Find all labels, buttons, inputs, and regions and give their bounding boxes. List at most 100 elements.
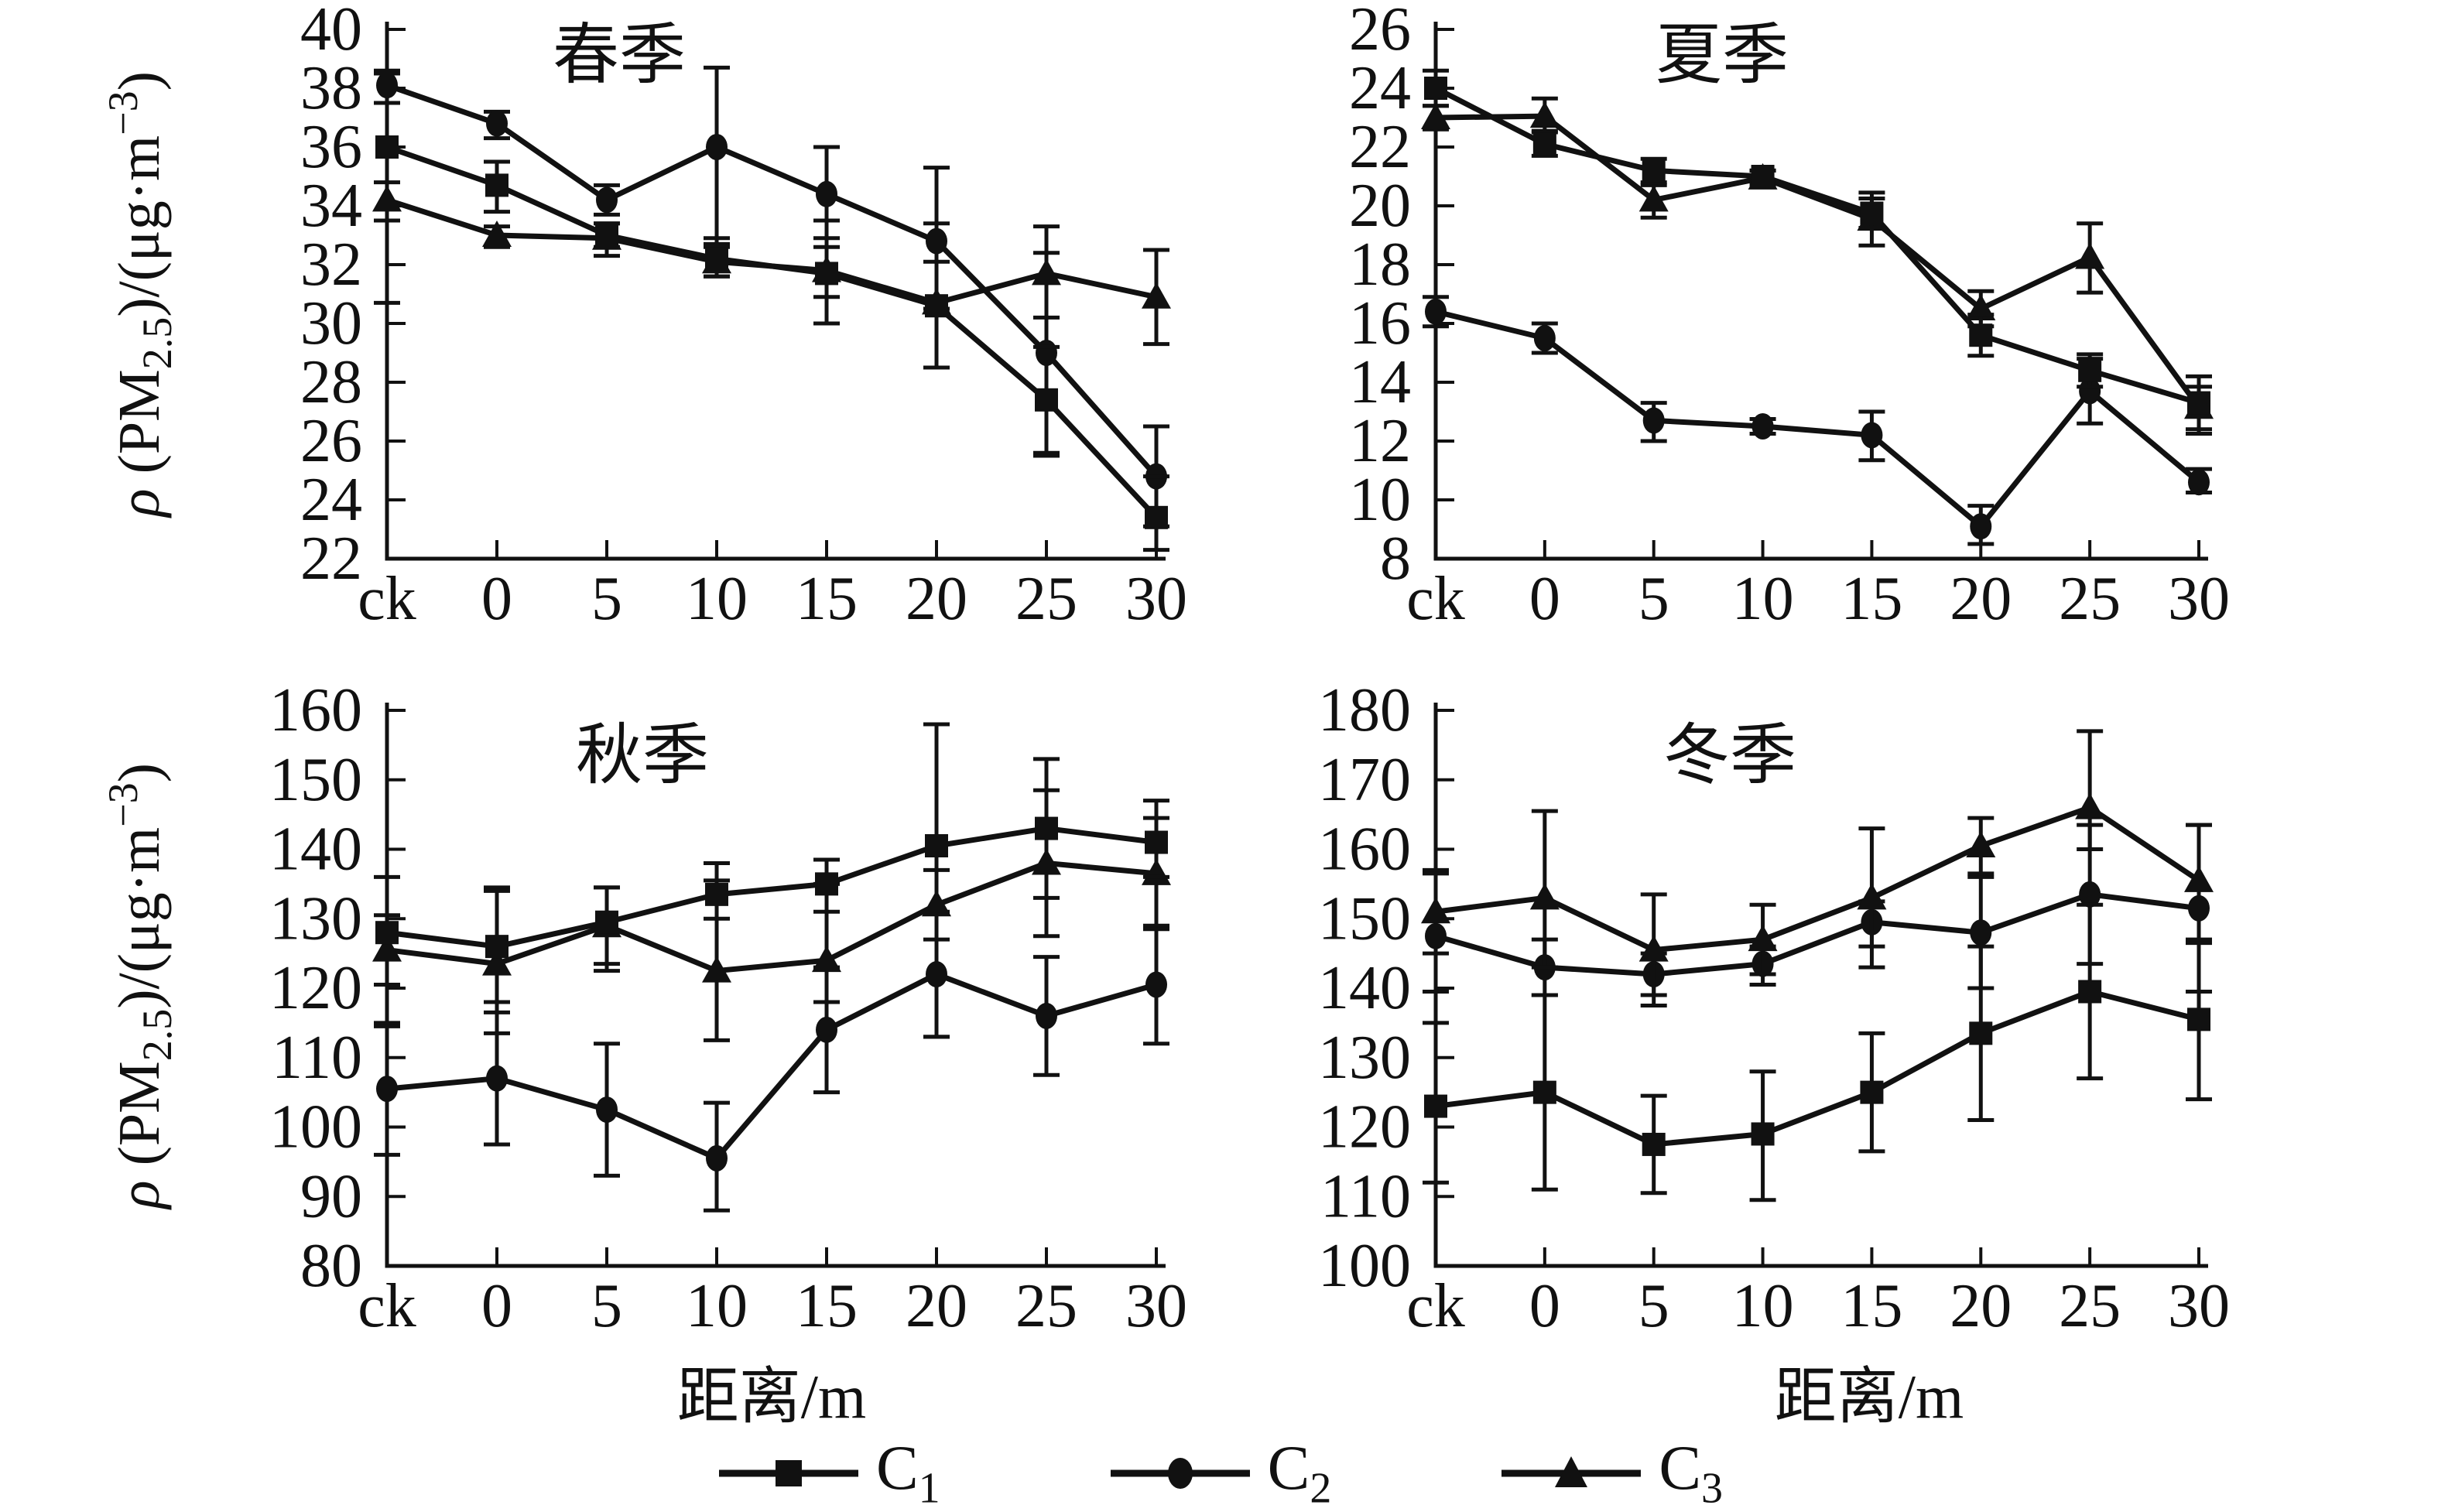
marker-square xyxy=(2078,358,2102,382)
marker-circle xyxy=(376,1076,398,1103)
marker-circle xyxy=(1970,919,1992,946)
marker-square xyxy=(1751,1122,1775,1146)
square-marker-icon xyxy=(718,1459,858,1486)
marker-square xyxy=(375,135,399,159)
marker-triangle xyxy=(2075,242,2105,269)
axis-lines xyxy=(385,703,1166,1268)
y-tick-label: 130 xyxy=(269,884,362,953)
x-tick-label: 25 xyxy=(1015,565,1077,633)
marker-circle xyxy=(1533,325,1556,351)
y-tick-label: 18 xyxy=(1349,231,1411,299)
legend-item-c2: C2 xyxy=(1107,1435,1331,1510)
marker-circle xyxy=(1425,298,1447,325)
marker-square xyxy=(485,173,508,197)
marker-square xyxy=(1751,165,1775,188)
x-tick-label: 10 xyxy=(1732,1272,1794,1340)
x-tick-label: 5 xyxy=(591,565,622,633)
y-tick-label: 22 xyxy=(1349,113,1411,181)
y-tick-label: 22 xyxy=(300,525,362,593)
y-tick-label: 28 xyxy=(300,348,362,416)
chart-autumn: ρ (PM2.5)/(μg·m−3) 秋季 距离/m 8090100110120… xyxy=(100,676,1187,1432)
x-tick-label: 30 xyxy=(2168,565,2230,633)
x-tick-label: 5 xyxy=(1638,565,1669,633)
marker-circle xyxy=(2079,378,2101,405)
marker-square xyxy=(705,882,728,906)
marker-square xyxy=(1424,1094,1447,1118)
y-tick-label: 120 xyxy=(1318,1093,1411,1161)
marker-circle xyxy=(1861,422,1883,449)
marker-circle xyxy=(486,110,508,137)
marker-circle xyxy=(706,1144,728,1172)
y-tick-label: 30 xyxy=(300,289,362,357)
marker-circle xyxy=(1036,1002,1057,1029)
legend-item-c1: C1 xyxy=(715,1435,940,1510)
series-line-c3 xyxy=(1435,805,2200,953)
x-tick-label: 30 xyxy=(2168,1272,2230,1340)
y-tick-label: 110 xyxy=(1320,1162,1411,1230)
marker-triangle xyxy=(1748,925,1778,952)
marker-square xyxy=(1969,323,1993,347)
y-tick-label: 160 xyxy=(269,676,362,744)
y-tick-label: 32 xyxy=(300,231,362,299)
marker-circle xyxy=(1145,971,1167,998)
x-tick-label: 20 xyxy=(1950,565,2012,633)
marker-square xyxy=(925,294,948,318)
y-tick-label: 40 xyxy=(300,0,362,63)
y-tick-label: 170 xyxy=(1318,746,1411,814)
x-tick-label: 5 xyxy=(1638,1272,1669,1340)
series-line-c1 xyxy=(1434,85,2200,405)
series-line-c1 xyxy=(386,826,1157,949)
marker-circle xyxy=(816,180,837,207)
y-tick-label: 120 xyxy=(269,954,362,1022)
chart-spring: ρ (PM2.5)/(μg·m−3) 春季 222426283032343638… xyxy=(100,0,1187,633)
x-tick-label: ck xyxy=(1406,565,1465,633)
panel-summer: 夏季 8 10 12 14 16 18 20 22 24 26 ck 0 5 10 15 20 25 30 xyxy=(1219,0,2438,673)
marker-triangle xyxy=(1421,103,1450,129)
marker-circle xyxy=(1970,513,1992,540)
series-line-c1 xyxy=(385,144,1159,520)
y-axis-title: ρ (PM2.5)/(μg·m−3) xyxy=(100,71,180,518)
marker-circle xyxy=(2079,881,2101,908)
marker-square xyxy=(1860,201,1884,225)
marker-square xyxy=(1642,1132,1666,1156)
marker-triangle xyxy=(1142,282,1171,309)
y-tick-label: 8 xyxy=(1380,525,1411,593)
y-tick-label: 140 xyxy=(269,816,362,884)
y-tick-label: 12 xyxy=(1349,407,1411,475)
x-tick-label: 20 xyxy=(906,565,967,633)
marker-square xyxy=(2187,391,2210,415)
x-tick-label: 15 xyxy=(1840,1272,1902,1340)
circle-marker-icon xyxy=(1110,1457,1250,1489)
marker-circle xyxy=(706,134,728,160)
marker-square xyxy=(1860,1080,1884,1104)
marker-square xyxy=(485,935,508,959)
marker-triangle xyxy=(2184,865,2214,892)
x-tick-label: 30 xyxy=(1125,565,1187,633)
x-tick-label: 10 xyxy=(686,565,748,633)
series-line-c2 xyxy=(1435,309,2201,529)
marker-triangle xyxy=(1966,831,1996,858)
marker-triangle xyxy=(1529,101,1560,128)
y-tick-label: 100 xyxy=(1318,1232,1411,1300)
marker-triangle xyxy=(482,221,512,247)
y-tick-label: 14 xyxy=(1349,348,1411,416)
series-line-c2 xyxy=(385,82,1159,478)
x-tick-label: 15 xyxy=(1840,565,1902,633)
marker-square xyxy=(1532,132,1556,156)
legend-label-c3: C3 xyxy=(1659,1432,1724,1512)
y-tick-label: 110 xyxy=(272,1024,362,1092)
legend-item-c3: C3 xyxy=(1498,1432,1724,1512)
y-tick-label: 24 xyxy=(300,466,362,534)
y-tick-label: 150 xyxy=(269,746,362,814)
axis-lines xyxy=(385,22,1166,561)
marker-square xyxy=(1642,159,1666,183)
marker-circle xyxy=(816,1016,837,1043)
marker-square xyxy=(925,834,948,858)
x-tick-label: 0 xyxy=(481,1272,512,1340)
y-tick-label: 80 xyxy=(300,1232,362,1300)
marker-square xyxy=(1145,505,1168,529)
marker-square xyxy=(2078,980,2102,1004)
marker-circle xyxy=(596,1096,618,1124)
